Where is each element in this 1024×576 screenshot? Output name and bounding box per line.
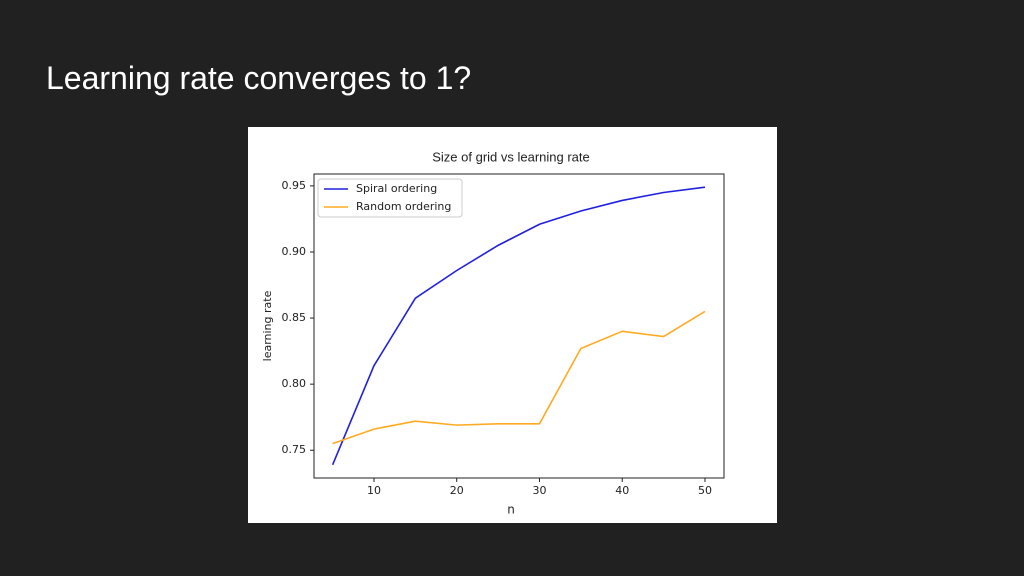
x-axis-label: n (507, 503, 515, 517)
x-tick-label: 50 (698, 484, 712, 497)
x-tick-label: 30 (532, 484, 546, 497)
x-tick-label: 10 (367, 484, 381, 497)
legend-label: Spiral ordering (356, 182, 437, 195)
x-tick-label: 20 (450, 484, 464, 497)
y-tick-label: 0.95 (282, 179, 307, 192)
y-tick-label: 0.80 (282, 377, 307, 390)
y-tick-label: 0.90 (282, 245, 307, 258)
y-tick-label: 0.85 (282, 311, 307, 324)
y-tick-label: 0.75 (282, 443, 307, 456)
legend-label: Random ordering (356, 200, 451, 213)
y-axis-label: learning rate (261, 290, 274, 361)
slide-title: Learning rate converges to 1? (46, 60, 472, 96)
plot-frame (313, 173, 725, 479)
series-line (331, 186, 706, 466)
series-line (332, 310, 706, 445)
legend-box (317, 178, 463, 218)
x-tick-label: 40 (615, 484, 629, 497)
chart-title: Size of grid vs learning rate (432, 149, 590, 164)
